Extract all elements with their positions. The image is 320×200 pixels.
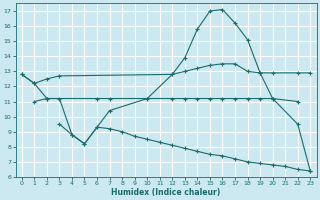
X-axis label: Humidex (Indice chaleur): Humidex (Indice chaleur) bbox=[111, 188, 221, 197]
